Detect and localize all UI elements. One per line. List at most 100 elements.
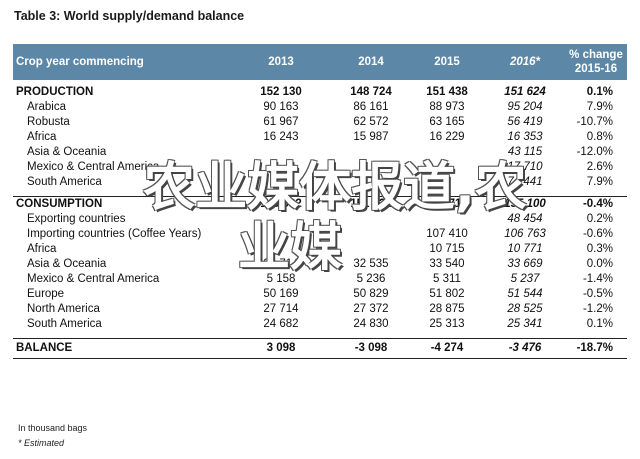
cell-value: 30 714 (263, 258, 299, 270)
cell-value: 10 771 (507, 243, 543, 255)
cell-value: 155 713 (409, 196, 485, 212)
cell-pct: -10.7% (576, 116, 613, 128)
cell-pct: 7.9% (586, 101, 613, 113)
table-row: North America 27 714 27 372 28 875 28 525 -1.… (13, 302, 627, 317)
balance-row: BALANCE 3 098 -3 098 -4 274 -3 476 -18.7… (13, 338, 627, 359)
cell-pct: -1.4% (582, 273, 613, 285)
cell-pct: 0.2% (586, 213, 613, 225)
cell-pct: -0.4% (565, 196, 627, 212)
cell-pct: 0.0% (586, 258, 613, 270)
cell-value: 106 763 (504, 228, 546, 240)
table-row: South America 74 441 7.9% (13, 175, 627, 190)
row-label: CONSUMPTION (13, 196, 229, 212)
row-label: Mexico & Central America (27, 161, 160, 173)
cell-value: 62 572 (353, 116, 389, 128)
cell-value: 74 441 (507, 176, 543, 188)
row-label: Asia & Oceania (27, 146, 107, 158)
cell-value: 33 540 (429, 258, 465, 270)
cell-value: 86 161 (353, 101, 389, 113)
cell-value: 16 229 (429, 131, 465, 143)
row-label: Exporting countries (27, 213, 126, 225)
cell-value: -3 098 (333, 338, 409, 359)
cell-value: 151 624 (504, 86, 546, 98)
cell-value: 5 236 (356, 273, 386, 285)
header-crop-year: Crop year commencing (13, 44, 229, 80)
cell-value: 27 372 (353, 303, 389, 315)
cell-value: 10 715 (429, 243, 465, 255)
watermark-line-2: 业媒 (237, 218, 342, 278)
cell-pct: 0.8% (586, 131, 613, 143)
cell-value: 5 158 (266, 273, 296, 285)
cell-value: 25 313 (429, 318, 465, 330)
cell-value: 90 163 (263, 101, 299, 113)
consumption-total-row: CONSUMPTION 149 032 151 822 155 713 155 … (13, 196, 627, 212)
cell-value: 50 169 (263, 288, 299, 300)
header-year-2016: 2016* (485, 44, 565, 80)
table-row: Arabica 90 163 86 161 88 973 95 204 7.9% (13, 100, 627, 115)
table-row: Asia & Oceania 43 115 -12.0% (13, 145, 627, 160)
cell-value: 56 419 (507, 116, 543, 128)
cell-value: 24 682 (263, 318, 299, 330)
watermark-line-1: 农业媒体报道,农 (143, 158, 527, 218)
table-row: Europe 50 169 50 829 51 802 51 544 -0.5% (13, 287, 627, 302)
table-row: Importing countries (Coffee Years) 107 41… (13, 227, 627, 242)
production-total-row: PRODUCTION 152 130 148 724 151 438 151 6… (13, 80, 627, 100)
header-year-2014: 2014 (333, 44, 409, 80)
cell-pct: 0.1% (586, 86, 613, 98)
cell-value: 28 875 (429, 303, 465, 315)
header-pct-change: % change 2015-16 (565, 44, 627, 80)
cell-value: 5 237 (510, 273, 540, 285)
cell-value: 107 410 (426, 228, 468, 240)
footnote-estimated: * Estimated (18, 438, 65, 448)
cell-value: 5 311 (433, 273, 461, 285)
row-label: Europe (27, 288, 65, 300)
cell-value: 151 822 (333, 196, 409, 212)
cell-pct: -18.7% (565, 338, 627, 359)
cell-value: 25 341 (507, 318, 543, 330)
cell-value: 27 714 (263, 303, 299, 315)
header-row: Crop year commencing 2013 2014 2015 2016… (13, 44, 627, 80)
cell-value: 15 987 (353, 131, 389, 143)
cell-value: 16 243 (263, 131, 299, 143)
table-row: South America 24 682 24 830 25 313 25 341 0.1… (13, 317, 627, 332)
cell-value: 17 710 (507, 161, 543, 173)
cell-pct: -0.6% (582, 228, 613, 240)
table-title: Table 3: World supply/demand balance (14, 9, 245, 23)
row-label: Arabica (27, 101, 66, 113)
row-label: BALANCE (13, 338, 229, 359)
cell-pct: 2.6% (586, 161, 613, 173)
cell-value: -3 476 (485, 338, 565, 359)
table-row: Mexico & Central America 17 710 2.6% (13, 160, 627, 175)
row-label: Mexico & Central America (27, 273, 160, 285)
row-label: South America (27, 176, 102, 188)
cell-value: 28 525 (507, 303, 543, 315)
row-label: South America (27, 318, 102, 330)
cell-value: 3 098 (229, 338, 333, 359)
table-row: Asia & Oceania 30 714 32 535 33 540 33 669 0.… (13, 257, 627, 272)
cell-value: 149 032 (229, 196, 333, 212)
cell-value: 32 535 (353, 258, 389, 270)
row-label: Importing countries (Coffee Years) (27, 228, 202, 240)
row-label: Robusta (27, 116, 70, 128)
cell-value: 33 669 (507, 258, 543, 270)
cell-value: 155 100 (485, 196, 565, 212)
cell-value: 88 973 (429, 101, 465, 113)
cell-pct: -12.0% (576, 146, 613, 158)
cell-value: 95 204 (507, 101, 543, 113)
cell-pct: -1.2% (582, 303, 613, 315)
watermark-overlay: 农业媒体报道,农 业媒 (0, 158, 640, 278)
cell-value: 152 130 (260, 86, 302, 98)
row-label: PRODUCTION (16, 86, 94, 98)
cell-pct: 7.9% (586, 176, 613, 188)
cell-value: 48 454 (507, 213, 543, 225)
cell-value: 24 830 (353, 318, 389, 330)
table-row: Africa 16 243 15 987 16 229 16 353 0.8% (13, 130, 627, 145)
header-year-2013: 2013 (229, 44, 333, 80)
cell-value: 16 353 (507, 131, 543, 143)
header-year-2015: 2015 (409, 44, 485, 80)
cell-pct: 0.3% (586, 243, 613, 255)
cell-value: 51 544 (507, 288, 543, 300)
supply-demand-table: Crop year commencing 2013 2014 2015 2016… (13, 44, 627, 359)
row-label: Asia & Oceania (27, 258, 107, 270)
cell-pct: -0.5% (582, 288, 613, 300)
